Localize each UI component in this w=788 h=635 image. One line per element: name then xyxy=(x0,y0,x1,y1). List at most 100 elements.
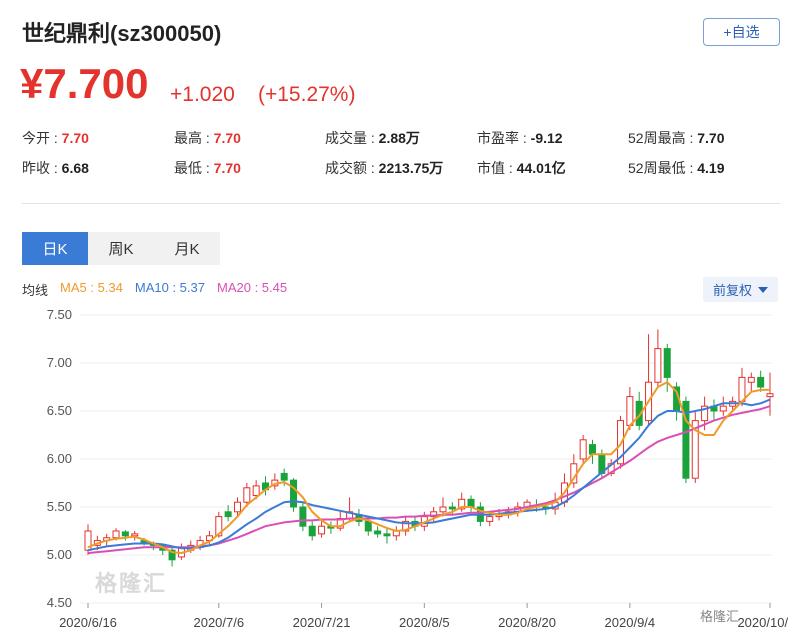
stat-market-cap: 市值 : 44.01亿 xyxy=(477,158,566,178)
candle-up xyxy=(691,420,699,479)
candle-down xyxy=(663,348,671,378)
legend-prefix: 均线 xyxy=(22,283,49,298)
candle-up xyxy=(233,501,241,513)
stat-open: 今开 : 7.70 xyxy=(22,128,89,148)
candle-down xyxy=(757,376,765,388)
candle-down xyxy=(374,530,382,535)
candle-down xyxy=(121,531,129,537)
ma10-line xyxy=(87,398,771,552)
stat-value: -9.12 xyxy=(530,130,563,146)
stat-label: 市盈率 : xyxy=(477,130,531,146)
x-tick-label: 2020/9/4 xyxy=(605,615,656,630)
stat-label: 52周最高 : xyxy=(628,130,698,146)
tab-weekly-k[interactable]: 周K xyxy=(88,232,154,265)
y-tick-label: 7.00 xyxy=(47,355,72,370)
stat-low: 最低 : 7.70 xyxy=(174,158,241,178)
candle-up xyxy=(486,516,494,522)
x-tick-label: 2020/8/20 xyxy=(498,615,556,630)
candle-down xyxy=(588,444,596,455)
current-price: ¥7.700 xyxy=(20,60,149,107)
candle-up xyxy=(131,533,139,537)
page-title: 世纪鼎利(sz300050) xyxy=(22,21,222,46)
candle-up xyxy=(626,396,634,426)
candle-up xyxy=(747,376,755,383)
stat-label: 最低 : xyxy=(174,160,214,176)
stat-label: 今开 : xyxy=(22,130,62,146)
x-tick-label: 2020/7/21 xyxy=(293,615,351,630)
stat-value: 4.19 xyxy=(697,160,725,176)
y-tick-label: 4.50 xyxy=(47,595,72,610)
stats-row-2: 昨收 : 6.68 最低 : 7.70 成交额 : 2213.75万 市值 : … xyxy=(22,158,782,188)
candle-down xyxy=(290,479,298,508)
candle-up xyxy=(439,506,447,513)
price-adjust-dropdown[interactable]: 前复权 xyxy=(703,277,778,302)
stat-52w-high: 52周最高 : 7.70 xyxy=(628,128,725,148)
candle-up xyxy=(579,439,587,460)
stat-label: 成交额 : xyxy=(325,160,379,176)
stat-value: 2213.75万 xyxy=(378,160,444,176)
candle-up xyxy=(458,498,466,510)
candle-up xyxy=(719,405,727,412)
stat-value: 6.68 xyxy=(61,160,89,176)
candle-down xyxy=(682,400,690,479)
legend-ma20: MA20 : 5.45 xyxy=(217,280,288,295)
kline-chart: 7.50 7.00 6.50 6.00 5.50 5.00 4.50 2020/6/16 202… xyxy=(47,307,788,630)
y-tick-label: 6.50 xyxy=(47,403,72,418)
stat-label: 最高 : xyxy=(174,130,214,146)
watermark-corner: 格隆汇 xyxy=(700,609,740,624)
candle-down xyxy=(448,506,456,510)
adjust-label: 前复权 xyxy=(712,283,752,298)
candle-down xyxy=(635,400,643,426)
add-to-watchlist-button[interactable]: +自选 xyxy=(703,18,780,46)
stat-value: 7.70 xyxy=(697,130,725,146)
stat-pe: 市盈率 : -9.12 xyxy=(477,128,563,148)
y-tick-label: 5.50 xyxy=(47,499,72,514)
stat-label: 昨收 : xyxy=(22,160,62,176)
candle-up xyxy=(738,376,746,402)
stat-turnover: 成交额 : 2213.75万 xyxy=(325,158,443,178)
stat-52w-low: 52周最低 : 4.19 xyxy=(628,158,725,178)
stat-high: 最高 : 7.70 xyxy=(174,128,241,148)
ma20-line xyxy=(87,405,771,555)
candle-up xyxy=(318,525,326,535)
legend-ma5: MA5 : 5.34 xyxy=(60,280,123,295)
stat-value: 7.70 xyxy=(213,130,241,146)
candle-down xyxy=(299,506,307,527)
stat-label: 市值 : xyxy=(477,160,517,176)
candle-up xyxy=(112,530,120,539)
stat-value: 2.88万 xyxy=(378,130,420,146)
x-tick-label: 2020/10/15 xyxy=(737,615,788,630)
stat-prev-close: 昨收 : 6.68 xyxy=(22,158,89,178)
stat-volume: 成交量 : 2.88万 xyxy=(325,128,420,148)
y-tick-label: 5.00 xyxy=(47,547,72,562)
stat-value: 7.70 xyxy=(61,130,89,146)
candle-up xyxy=(766,393,774,398)
stat-label: 成交量 : xyxy=(325,130,379,146)
stat-value: 44.01亿 xyxy=(516,160,566,176)
price-change-percent: (+15.27%) xyxy=(258,83,356,106)
candle-up xyxy=(84,530,92,551)
ma-legend: 均线 MA5 : 5.34 MA10 : 5.37 MA20 : 5.45 xyxy=(22,280,299,299)
x-tick-label: 2020/8/5 xyxy=(399,615,450,630)
candle-down xyxy=(467,498,475,508)
divider xyxy=(22,203,780,204)
period-tabs: 日K 周K 月K xyxy=(22,232,220,265)
price-change: +1.020 xyxy=(170,83,235,106)
legend-ma10: MA10 : 5.37 xyxy=(134,280,205,295)
candle-up xyxy=(701,405,709,422)
ma5-line xyxy=(87,380,770,555)
candle-up xyxy=(215,516,223,537)
caret-down-icon xyxy=(758,286,768,293)
x-tick-label: 2020/6/16 xyxy=(59,615,117,630)
tab-monthly-k[interactable]: 月K xyxy=(154,232,220,265)
quote-stats: 今开 : 7.70 最高 : 7.70 成交量 : 2.88万 市盈率 : -9… xyxy=(22,128,782,188)
stats-row-1: 今开 : 7.70 最高 : 7.70 成交量 : 2.88万 市盈率 : -9… xyxy=(22,128,782,158)
candle-down xyxy=(364,520,372,532)
candle-down xyxy=(308,525,316,537)
tab-daily-k[interactable]: 日K xyxy=(22,232,88,265)
candle-down xyxy=(383,533,391,537)
y-tick-label: 7.50 xyxy=(47,307,72,322)
y-tick-label: 6.00 xyxy=(47,451,72,466)
candle-up xyxy=(243,487,251,503)
candle-down xyxy=(168,549,176,561)
